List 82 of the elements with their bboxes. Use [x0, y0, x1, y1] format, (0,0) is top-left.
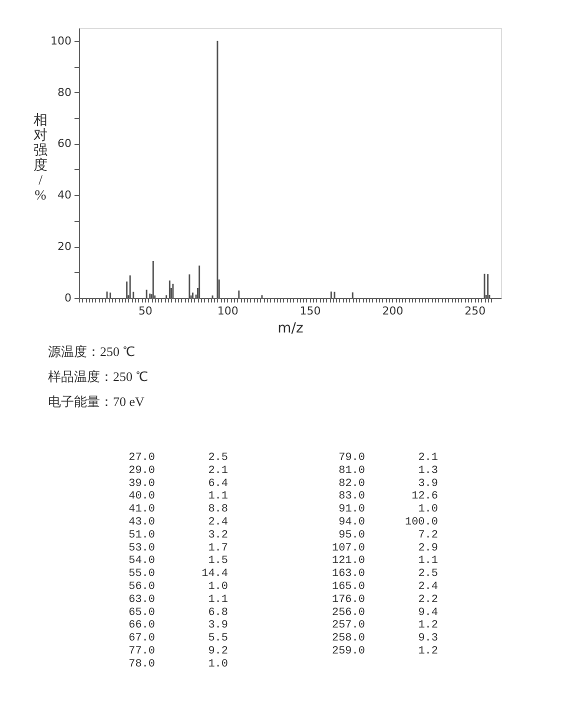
data-label: 3.2: [208, 529, 228, 542]
category-label: 67.0: [128, 632, 155, 645]
data-label: 2.1: [418, 452, 438, 464]
y-axis-title: 相对强度/%: [34, 112, 48, 204]
text: 电子能量：70 eV: [48, 394, 146, 409]
data-label: 2.5: [208, 452, 228, 464]
category-label: 79.0: [338, 452, 365, 464]
category-label: 39.0: [128, 478, 155, 490]
category-label: 51.0: [128, 529, 155, 542]
data-label: 6.4: [208, 478, 228, 490]
data-label: 2.2: [418, 594, 438, 606]
category-label: 56.0: [128, 581, 155, 593]
data-label: 1.3: [418, 464, 438, 477]
category-label: 163.0: [332, 568, 365, 580]
data-label: 1.0: [208, 658, 228, 670]
category-label: 83.0: [338, 490, 365, 503]
data-label: 9.3: [418, 632, 438, 645]
data-label: 3.9: [418, 478, 438, 490]
category-label: 77.0: [128, 646, 155, 658]
y-tick-label: 0: [64, 292, 72, 304]
category-label: 256.0: [332, 606, 365, 619]
data-label: 1.1: [418, 555, 438, 568]
data-label: 14.4: [202, 568, 228, 580]
category-label: 40.0: [128, 490, 155, 503]
text: 样品温度：250 ℃: [48, 369, 148, 384]
category-label: 66.0: [128, 620, 155, 632]
data-label: 2.9: [418, 542, 438, 554]
data-label: 100.0: [404, 516, 438, 528]
x-tick-label: 150: [300, 304, 321, 318]
data-label: 5.5: [208, 632, 228, 645]
data-label: 2.1: [208, 464, 228, 477]
category-label: 258.0: [332, 632, 365, 645]
category-label: 53.0: [128, 542, 155, 554]
category-label: 91.0: [338, 504, 365, 516]
data-label: 9.4: [418, 606, 438, 619]
x-tick-label: 50: [138, 304, 152, 318]
data-label: 2.5: [418, 568, 438, 580]
category-label: 41.0: [128, 504, 155, 516]
x-axis-title: m/z: [278, 320, 304, 336]
data-label: 2.4: [208, 516, 228, 528]
data-label: 1.7: [208, 542, 228, 554]
data-label: 9.2: [208, 646, 228, 658]
category-label: 94.0: [338, 516, 365, 528]
y-tick-label: 100: [50, 34, 72, 48]
data-label: 3.9: [208, 620, 228, 632]
y-tick-label: 20: [58, 240, 72, 254]
x-tick-label: 200: [382, 304, 404, 318]
data-label: 1.5: [208, 555, 228, 568]
text: 源温度：250 ℃: [48, 344, 135, 359]
x-tick-label: 250: [464, 304, 486, 318]
data-label: 1.2: [418, 620, 438, 632]
data-label: 2.4: [418, 581, 438, 593]
data-label: 12.6: [412, 490, 438, 503]
category-label: 29.0: [128, 464, 155, 477]
data-label: 8.8: [208, 504, 228, 516]
data-label: 1.1: [208, 490, 228, 503]
y-tick-label: 60: [58, 137, 72, 150]
category-label: 107.0: [332, 542, 365, 554]
category-label: 65.0: [128, 606, 155, 619]
category-label: 165.0: [332, 581, 365, 593]
data-label: 1.1: [208, 594, 228, 606]
data-label: 7.2: [418, 529, 438, 542]
data-label: 6.8: [208, 606, 228, 619]
category-label: 55.0: [128, 568, 155, 580]
data-label: 1.0: [208, 581, 228, 593]
category-label: 176.0: [332, 594, 365, 606]
category-label: 257.0: [332, 620, 365, 632]
data-label: 1.0: [418, 504, 438, 516]
category-label: 95.0: [338, 529, 365, 542]
category-label: 259.0: [332, 646, 365, 658]
y-tick-label: 80: [58, 86, 72, 99]
category-label: 121.0: [332, 555, 365, 568]
category-label: 78.0: [128, 658, 155, 670]
category-label: 63.0: [128, 594, 155, 606]
category-label: 27.0: [128, 452, 155, 464]
y-tick-label: 40: [58, 188, 72, 202]
category-label: 54.0: [128, 555, 155, 568]
x-tick-label: 100: [217, 304, 238, 318]
category-label: 43.0: [128, 516, 155, 528]
category-label: 81.0: [338, 464, 365, 477]
data-label: 1.2: [418, 646, 438, 658]
category-label: 82.0: [338, 478, 365, 490]
